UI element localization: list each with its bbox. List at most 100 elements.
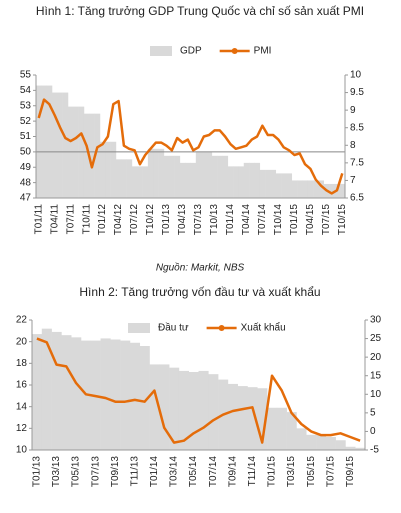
- bar: [126, 159, 133, 198]
- bar: [163, 155, 170, 198]
- bar: [57, 92, 63, 198]
- y2-tick-label: 9: [350, 105, 356, 116]
- line-series: [36, 337, 361, 444]
- bar: [233, 166, 239, 198]
- bar: [227, 166, 234, 198]
- bar: [142, 166, 149, 198]
- bar: [243, 162, 250, 198]
- bar: [61, 335, 72, 450]
- bar: [276, 407, 287, 450]
- bar: [110, 141, 117, 198]
- y2-tick-label: 30: [370, 315, 382, 326]
- bar: [265, 169, 271, 198]
- bar: [355, 447, 366, 450]
- bar: [178, 370, 190, 450]
- y-tick-label: 53: [20, 100, 32, 111]
- x-tick-label: T04/13: [177, 204, 188, 236]
- x-tick-label: T04/11: [49, 204, 60, 235]
- y-tick-label: 54: [20, 85, 32, 96]
- bar: [249, 162, 255, 198]
- x-tick-label: T07/15: [325, 456, 336, 488]
- bar: [238, 166, 245, 198]
- x-tick-label: T01/14: [149, 456, 160, 488]
- y-tick-label: 16: [16, 380, 28, 391]
- bar: [41, 85, 47, 198]
- bar: [222, 155, 229, 198]
- y2-tick-label: 0: [370, 426, 376, 437]
- y2-tick-label: 5: [370, 407, 376, 418]
- x-tick-label: T03/14: [169, 456, 180, 488]
- y2-tick-label: 20: [370, 352, 382, 363]
- y-tick-label: 18: [16, 358, 28, 369]
- x-tick-label: T05/15: [306, 456, 317, 488]
- x-tick-label: T10/11: [81, 204, 92, 235]
- bar: [41, 328, 52, 450]
- bar: [227, 383, 238, 450]
- x-tick-label: T04/14: [241, 204, 252, 236]
- bar: [302, 180, 309, 198]
- chart-title: Hình 2: Tăng trưởng vốn đầu tư và xuất k…: [79, 285, 320, 299]
- bar: [254, 162, 261, 198]
- bar: [257, 388, 268, 450]
- x-tick-label: T05/14: [188, 456, 199, 488]
- legend-label: Đầu tư: [158, 322, 189, 334]
- bar: [291, 180, 298, 198]
- y-tick-label: 48: [20, 177, 32, 188]
- bar: [247, 387, 258, 450]
- bar: [94, 113, 101, 198]
- y2-tick-label: 25: [370, 333, 382, 344]
- y-tick-label: 14: [16, 401, 28, 412]
- y2-tick-label: 9.5: [350, 87, 364, 98]
- bar: [100, 338, 111, 450]
- bar: [174, 155, 181, 198]
- x-tick-label: T01/12: [97, 204, 108, 236]
- x-tick-label: T09/15: [345, 456, 356, 488]
- legend-label: GDP: [180, 46, 202, 57]
- x-tick-label: T07/14: [208, 456, 219, 488]
- y-tick-label: 52: [20, 116, 32, 127]
- bar: [83, 113, 90, 198]
- bar: [51, 92, 58, 198]
- bar: [208, 374, 219, 450]
- y2-tick-label: 10: [350, 70, 362, 81]
- x-tick-label: T10/14: [273, 204, 284, 236]
- y-tick-label: 51: [20, 131, 32, 142]
- source-note: Nguồn: Markit, NBS: [156, 262, 245, 274]
- x-tick-label: T01/11: [33, 204, 44, 235]
- x-tick-label: T11/14: [247, 456, 258, 487]
- bar: [275, 173, 282, 198]
- bar: [339, 183, 346, 198]
- bar: [169, 155, 175, 198]
- legend-label: PMI: [254, 46, 272, 57]
- bar: [195, 152, 202, 198]
- bar: [51, 331, 62, 450]
- bar: [121, 159, 127, 198]
- bar: [306, 434, 317, 450]
- x-tick-label: T07/15: [321, 204, 332, 236]
- x-tick-label: T07/13: [90, 456, 101, 488]
- bar: [270, 169, 277, 198]
- legend-swatch: [128, 323, 150, 333]
- chart-title: Hình 1: Tăng trưởng GDP Trung Quốc và ch…: [36, 4, 364, 18]
- x-tick-label: T11/13: [129, 456, 140, 487]
- bar: [201, 152, 207, 198]
- y-tick-label: 20: [16, 336, 28, 347]
- bar: [179, 162, 186, 198]
- bar: [335, 440, 346, 450]
- x-tick-label: T10/12: [145, 204, 156, 236]
- bar: [147, 148, 154, 198]
- bar: [329, 183, 335, 198]
- bar: [259, 169, 266, 198]
- x-tick-label: T04/15: [305, 204, 316, 236]
- bar: [149, 364, 160, 450]
- bar: [36, 85, 42, 198]
- y2-tick-label: -5: [370, 445, 379, 456]
- bar: [281, 173, 287, 198]
- x-tick-label: T03/13: [51, 456, 62, 488]
- bar: [318, 180, 324, 198]
- x-tick-label: T03/15: [286, 456, 297, 488]
- bar: [267, 407, 278, 450]
- bar: [158, 148, 165, 198]
- bar: [325, 437, 336, 450]
